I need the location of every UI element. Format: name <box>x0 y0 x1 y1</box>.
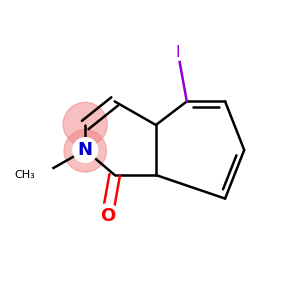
Circle shape <box>64 130 106 172</box>
Circle shape <box>171 46 185 60</box>
Text: CH₃: CH₃ <box>14 170 35 180</box>
Text: I: I <box>176 45 180 60</box>
Circle shape <box>73 138 98 162</box>
Circle shape <box>95 204 120 229</box>
Text: O: O <box>100 207 115 225</box>
Circle shape <box>29 163 53 188</box>
Text: N: N <box>78 141 93 159</box>
Circle shape <box>63 102 107 146</box>
